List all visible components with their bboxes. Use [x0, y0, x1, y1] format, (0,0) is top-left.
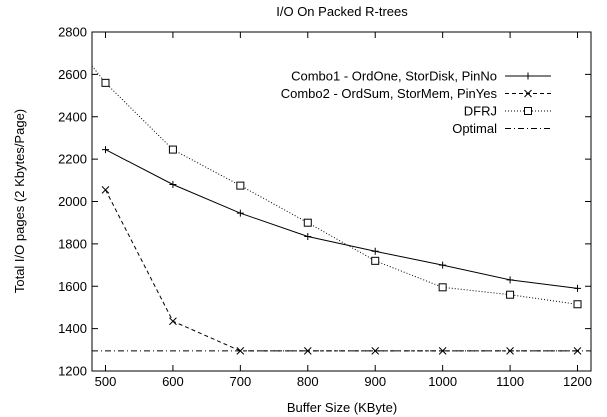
y-tick-label: 1800	[58, 236, 87, 251]
y-tick-label: 2600	[58, 67, 87, 82]
y-tick-label: 2800	[58, 25, 87, 40]
data-point-square	[101, 78, 110, 87]
legend-label: Combo2 - OrdSum, StorMem, PinYes	[281, 86, 498, 101]
data-point-x	[101, 185, 110, 194]
legend-label: DFRJ	[464, 104, 497, 119]
series-line	[105, 149, 578, 289]
plot-area	[92, 65, 591, 355]
data-point-x	[371, 347, 380, 355]
x-tick-label: 1200	[563, 374, 592, 389]
series-3	[92, 65, 582, 309]
data-point-x	[524, 89, 532, 98]
data-point-square	[236, 181, 245, 190]
data-point-plus	[101, 146, 109, 154]
data-point-square	[573, 300, 582, 309]
x-tick-label: 900	[364, 374, 386, 389]
data-point-plus	[574, 284, 582, 292]
data-point-x	[169, 317, 177, 326]
x-tick-label: 1100	[496, 374, 524, 389]
x-tick-label: 1000	[428, 374, 457, 389]
data-point-x	[303, 347, 312, 355]
data-point-square	[506, 290, 515, 299]
data-point-plus	[304, 232, 312, 240]
y-tick-label: 2200	[58, 152, 87, 167]
x-tick-label: 600	[162, 374, 184, 389]
data-point-plus	[236, 209, 244, 217]
series-line	[105, 189, 578, 352]
series-line	[92, 65, 578, 305]
data-point-square	[303, 218, 312, 227]
data-point-plus	[506, 276, 514, 284]
x-axis-label: Buffer Size (KByte)	[287, 400, 397, 415]
x-tick-label: 700	[229, 374, 251, 389]
data-point-plus	[524, 72, 532, 80]
series-2	[101, 185, 582, 355]
data-point-plus	[169, 181, 177, 189]
data-point-square	[371, 256, 380, 265]
legend-label: Combo1 - OrdOne, StorDisk, PinNo	[291, 69, 497, 84]
data-point-plus	[439, 261, 447, 269]
series-1	[101, 146, 582, 292]
data-point-square	[438, 283, 447, 292]
y-axis-label: Total I/O pages (2 Kbytes/Page)	[12, 109, 27, 293]
y-tick-label: 2000	[58, 194, 87, 209]
legend-label: Optimal	[452, 121, 497, 136]
legend: Combo1 - OrdOne, StorDisk, PinNo Combo2 -…	[281, 69, 551, 136]
data-point-x	[438, 347, 447, 355]
y-tick-label: 1600	[58, 279, 87, 294]
y-tick-label: 1200	[58, 364, 87, 379]
x-tick-label: 500	[95, 374, 117, 389]
chart-title: I/O On Packed R-trees	[276, 4, 408, 19]
data-point-plus	[371, 247, 379, 255]
data-point-square	[524, 107, 532, 115]
y-tick-label: 1400	[58, 321, 87, 336]
y-tick-label: 2400	[58, 109, 87, 124]
ticks: 1200 1400 1600 1800 2000 2200 2400 2600 2800 500 6…	[58, 25, 592, 390]
x-tick-label: 800	[297, 374, 319, 389]
data-point-square	[168, 145, 177, 154]
